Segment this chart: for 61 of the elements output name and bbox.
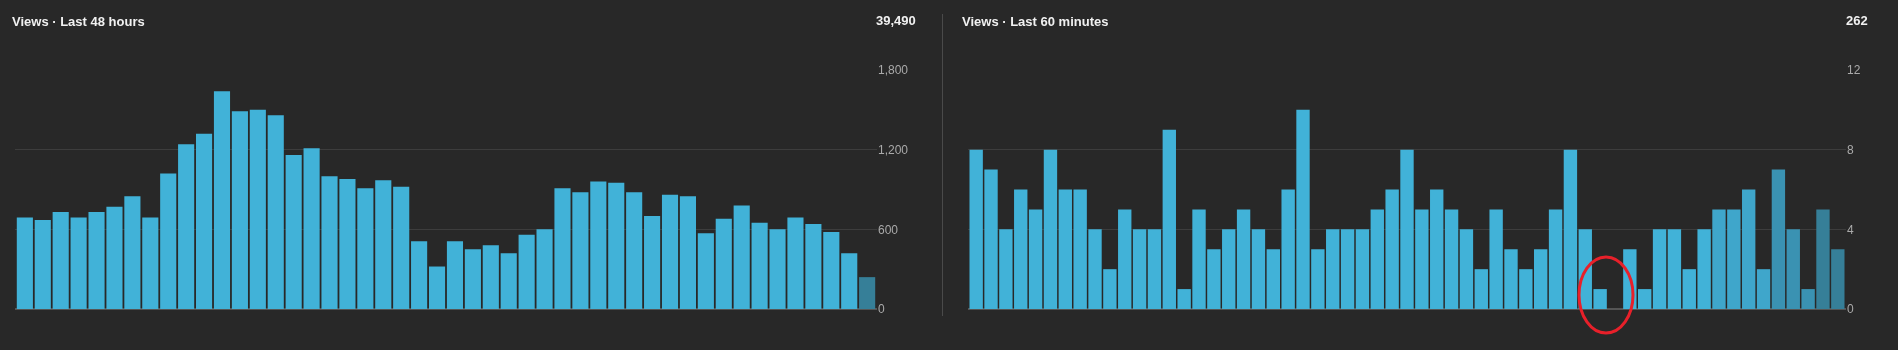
bar <box>1251 229 1266 309</box>
text: 262 <box>1846 13 1868 28</box>
bar <box>1667 229 1682 309</box>
bar <box>1771 169 1786 309</box>
y-tick-label: 4 <box>1847 222 1854 237</box>
bar <box>213 91 231 309</box>
bar <box>142 217 159 309</box>
y-tick-label: 0 <box>1847 302 1854 317</box>
bar <box>196 133 213 309</box>
bar <box>715 218 732 309</box>
bar <box>428 266 446 309</box>
bar <box>52 212 69 309</box>
bar <box>267 115 284 309</box>
y-tick-label: 1,800 <box>878 63 909 78</box>
bar <box>1147 229 1162 309</box>
bar <box>841 253 858 309</box>
bar <box>1652 229 1667 309</box>
text: 39,490 <box>876 13 916 28</box>
y-tick-label: 8 <box>1847 142 1854 157</box>
bar <box>518 234 535 309</box>
bar <box>823 231 840 309</box>
bar <box>1236 209 1251 309</box>
y-tick-label: 600 <box>878 222 899 237</box>
bar <box>608 182 625 309</box>
bar <box>859 277 876 309</box>
bar <box>178 144 195 309</box>
bar <box>1132 229 1147 309</box>
y-tick-label: 1,200 <box>878 142 909 157</box>
bar <box>733 205 750 309</box>
bar <box>1459 229 1474 309</box>
bar <box>661 194 679 309</box>
chart-title: Views · Last 48 hours <box>12 13 145 29</box>
bar <box>500 253 517 309</box>
bar <box>1043 149 1058 309</box>
bar <box>1028 209 1043 309</box>
bar <box>1340 229 1355 309</box>
bar <box>697 233 714 309</box>
bar <box>626 192 643 309</box>
bar <box>679 196 696 309</box>
bar <box>1548 209 1563 309</box>
bar <box>1355 229 1370 309</box>
bar <box>285 154 302 309</box>
bar <box>464 249 481 309</box>
bar <box>1756 269 1771 309</box>
chart-title: Views · Last 60 minutes <box>962 13 1109 29</box>
bar <box>1563 149 1578 309</box>
y-tick-label: 12 <box>1847 63 1861 78</box>
bar <box>590 181 607 309</box>
bar <box>231 111 248 309</box>
bar <box>644 216 661 309</box>
bar <box>34 220 51 309</box>
bar <box>1444 209 1459 309</box>
bar <box>160 173 177 309</box>
bar <box>375 180 392 309</box>
bar <box>446 241 464 309</box>
y-tick-label: 0 <box>878 302 885 317</box>
bar <box>249 109 266 309</box>
bar <box>393 186 410 309</box>
bar <box>482 245 499 309</box>
bar <box>16 217 33 309</box>
bar <box>411 241 428 309</box>
